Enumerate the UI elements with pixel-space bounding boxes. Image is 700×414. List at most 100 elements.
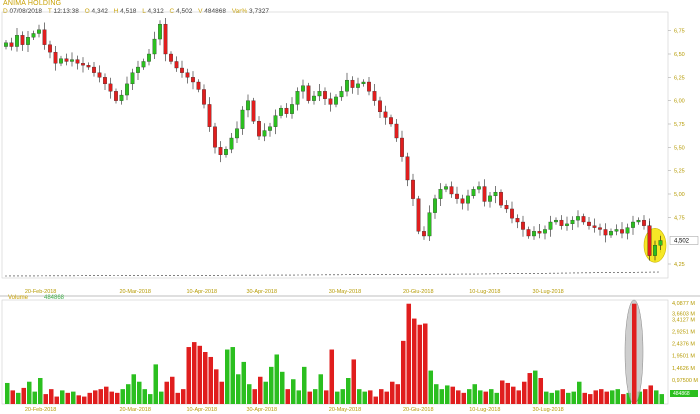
candle-body xyxy=(488,195,492,202)
volume-x-tick-label: 10-Lug-2018 xyxy=(469,407,500,413)
candle-body xyxy=(235,128,239,139)
volume-bar xyxy=(351,359,357,404)
volume-bar xyxy=(258,376,263,404)
candle-body xyxy=(378,100,382,113)
candle-body xyxy=(328,98,333,105)
volume-bar xyxy=(483,391,489,404)
volume-bar xyxy=(588,394,593,404)
volume-bar xyxy=(610,390,615,404)
volume-bar xyxy=(109,391,115,404)
volume-bar xyxy=(269,366,274,404)
volume-bar xyxy=(412,318,417,404)
candle-body xyxy=(290,104,294,114)
candle-body xyxy=(273,115,278,127)
volume-bar xyxy=(236,374,241,404)
price-y-tick-label: 5,00 xyxy=(674,192,685,198)
price-y-tick-label: 6,50 xyxy=(674,52,685,58)
volume-bar xyxy=(252,389,258,404)
volume-bar xyxy=(379,389,384,404)
volume-bar xyxy=(500,380,505,404)
candle-body xyxy=(411,179,415,199)
volume-bar xyxy=(544,391,549,404)
price-x-tick-label: 30-May-2018 xyxy=(329,289,361,295)
candle-body xyxy=(86,65,91,68)
support-dashed-line xyxy=(4,271,661,277)
candle-body xyxy=(141,61,146,68)
candle-body xyxy=(97,72,102,78)
candle-body xyxy=(53,51,58,64)
volume-bar xyxy=(214,369,219,404)
volume-bar xyxy=(384,391,390,404)
candle-body xyxy=(422,231,426,237)
candle-body xyxy=(493,191,498,197)
volume-bar xyxy=(170,376,175,404)
candle-body xyxy=(191,77,195,83)
volume-bar xyxy=(340,389,346,404)
candle-body xyxy=(268,126,272,131)
candle-body xyxy=(482,186,487,202)
candle-body xyxy=(64,58,69,62)
volume-bar xyxy=(115,392,120,404)
candle-body xyxy=(152,38,157,55)
candle-body xyxy=(26,37,30,45)
volume-bar xyxy=(621,394,626,404)
volume-bar xyxy=(346,378,351,404)
volume-bar xyxy=(538,378,544,404)
price-y-tick-label: 5,25 xyxy=(674,169,685,175)
volume-bar xyxy=(104,386,109,404)
candle-body xyxy=(548,221,553,230)
candle-body xyxy=(158,23,162,40)
candle-body xyxy=(499,191,503,206)
volume-key: V xyxy=(198,8,203,15)
candle-body xyxy=(15,35,19,47)
candle-body xyxy=(383,111,388,118)
candle-body xyxy=(70,59,74,62)
candle-body xyxy=(521,221,525,230)
volume-bar xyxy=(516,390,522,404)
volume-bar xyxy=(131,374,137,404)
candle-body xyxy=(543,229,547,234)
candle-body xyxy=(114,91,118,101)
date-key: D xyxy=(3,8,8,15)
candle-body xyxy=(224,149,228,155)
volume-bar xyxy=(406,303,412,404)
volume-bar xyxy=(27,381,32,404)
candle-body xyxy=(295,91,300,105)
volume-bar xyxy=(654,390,659,404)
volume-bar xyxy=(659,394,665,404)
candle-body xyxy=(306,85,311,101)
volume-bar xyxy=(643,389,648,404)
volume-bar xyxy=(478,390,483,404)
volume-bar xyxy=(511,386,516,404)
candle-body xyxy=(400,137,404,157)
candle-body xyxy=(312,95,316,101)
volume-bar xyxy=(54,396,60,404)
candle-body xyxy=(631,221,635,228)
candle-body xyxy=(576,216,580,221)
volume-x-tick-label: 30-Apr-2018 xyxy=(246,407,277,413)
volume-bar xyxy=(208,356,214,404)
candle-body xyxy=(526,229,531,237)
candle-body xyxy=(81,63,85,66)
volume-x-tick-label: 20-Giu-2018 xyxy=(403,407,434,413)
candle-body xyxy=(658,240,663,246)
price-y-tick-label: 6,25 xyxy=(674,75,685,81)
volume-x-tick-label: 30-Lug-2018 xyxy=(533,407,564,413)
volume-bar xyxy=(522,381,527,404)
volume-y-tick-label: 4,0877 M xyxy=(672,301,695,307)
price-x-tick-label: 10-Apr-2018 xyxy=(187,289,218,295)
volume-bar xyxy=(390,381,395,404)
volume-bar xyxy=(219,381,225,404)
volume-bar xyxy=(494,392,500,404)
volume-bar xyxy=(362,391,368,404)
volume-bar xyxy=(467,389,472,404)
candle-body xyxy=(218,147,223,155)
candle-body xyxy=(229,137,234,150)
volume-bar xyxy=(472,384,478,404)
candle-body xyxy=(565,223,569,226)
candle-body xyxy=(614,229,619,232)
volume-bar xyxy=(137,381,142,404)
ohlc-readout: D 07/08/2018 T 12:13:38 O 4,342 H 4,518 … xyxy=(3,8,269,15)
candle-body xyxy=(185,72,190,78)
